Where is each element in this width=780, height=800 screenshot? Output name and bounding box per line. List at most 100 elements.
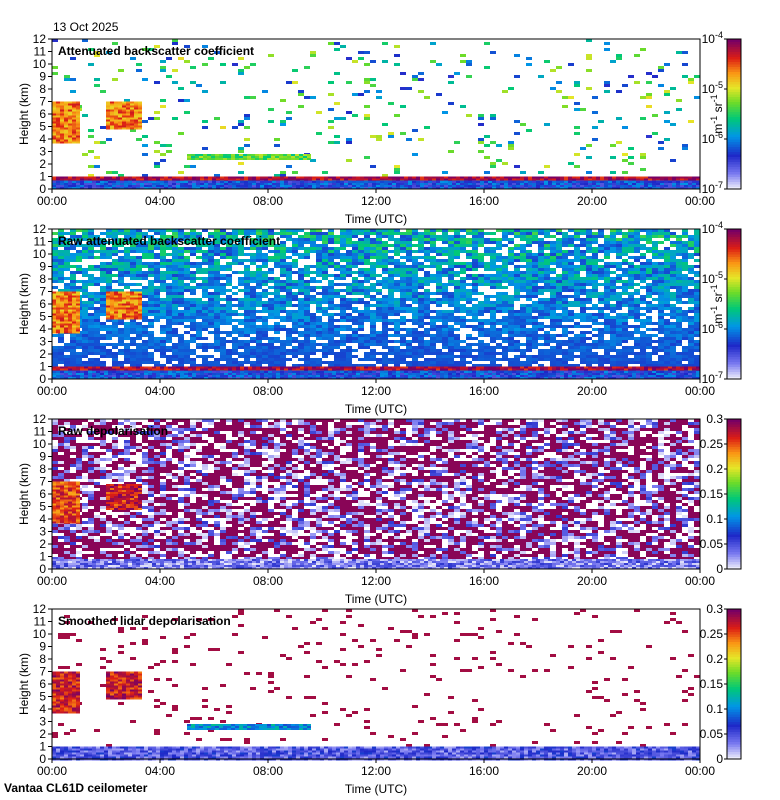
heatmap-cell — [358, 253, 364, 256]
heatmap-cell — [154, 319, 160, 322]
heatmap-cell — [484, 171, 490, 174]
heatmap-feature — [138, 105, 142, 108]
heatmap-cell — [148, 301, 154, 304]
heatmap-cell — [346, 111, 352, 114]
heatmap-feature — [552, 185, 556, 187]
heatmap-cell — [88, 331, 94, 334]
heatmap-cell — [112, 268, 118, 271]
heatmap-cell — [154, 262, 160, 265]
heatmap-feature — [64, 121, 68, 124]
heatmap-cell — [142, 286, 148, 289]
heatmap-cell — [76, 229, 82, 232]
heatmap-cell — [370, 334, 376, 337]
heatmap-feature — [126, 113, 130, 116]
heatmap-cell — [394, 238, 400, 241]
heatmap-cell — [112, 265, 118, 268]
heatmap-cell — [328, 340, 334, 343]
heatmap-cell — [334, 295, 340, 298]
heatmap-cell — [478, 256, 484, 259]
heatmap-cell — [172, 349, 178, 352]
heatmap-cell — [226, 238, 232, 241]
heatmap-cell — [238, 334, 244, 337]
heatmap-feature — [452, 187, 456, 189]
heatmap-cell — [172, 286, 178, 289]
heatmap-cell — [118, 256, 124, 259]
heatmap-cell — [148, 253, 154, 256]
heatmap-feature — [156, 178, 160, 181]
heatmap-feature — [156, 181, 160, 183]
heatmap-cell — [352, 93, 358, 96]
heatmap-cell — [442, 346, 448, 349]
heatmap-feature — [124, 181, 128, 183]
heatmap-cell — [466, 352, 472, 355]
heatmap-feature — [404, 181, 408, 183]
heatmap-cell — [184, 307, 190, 310]
heatmap-feature — [68, 187, 72, 189]
heatmap-cell — [94, 358, 100, 361]
heatmap-feature — [452, 176, 456, 179]
heatmap-cell — [412, 289, 418, 292]
heatmap-cell — [370, 78, 376, 81]
heatmap-cell — [418, 364, 424, 367]
heatmap-cell — [298, 274, 304, 277]
heatmap-cell — [214, 301, 220, 304]
heatmap-feature — [126, 101, 130, 104]
heatmap-feature — [492, 181, 496, 183]
heatmap-feature — [291, 154, 295, 156]
heatmap-cell — [160, 259, 166, 262]
heatmap-cell — [526, 63, 532, 66]
heatmap-feature — [572, 187, 576, 189]
heatmap-cell — [208, 361, 214, 364]
heatmap-cell — [232, 352, 238, 355]
heatmap-cell — [358, 358, 364, 361]
heatmap-feature — [106, 125, 110, 128]
heatmap-cell — [214, 277, 220, 280]
heatmap-feature — [56, 125, 60, 128]
heatmap-cell — [394, 334, 400, 337]
heatmap-feature — [580, 176, 584, 179]
heatmap-feature — [232, 187, 236, 189]
heatmap-cell — [514, 132, 520, 135]
heatmap-feature — [576, 187, 580, 189]
heatmap-cell — [286, 310, 292, 313]
heatmap-cell — [454, 334, 460, 337]
heatmap-feature — [122, 115, 126, 118]
heatmap-feature — [184, 185, 188, 187]
heatmap-cell — [370, 298, 376, 301]
heatmap-cell — [52, 265, 58, 268]
heatmap-cell — [88, 283, 94, 286]
heatmap-feature — [260, 181, 264, 183]
heatmap-feature — [508, 178, 512, 181]
heatmap-cell — [364, 78, 370, 81]
heatmap-feature — [72, 109, 76, 112]
heatmap-cell — [418, 322, 424, 325]
heatmap-feature — [68, 185, 72, 187]
heatmap-feature — [368, 181, 372, 183]
heatmap-cell — [358, 93, 364, 96]
heatmap-cell — [466, 355, 472, 358]
heatmap-cell — [196, 265, 202, 268]
heatmap-cell — [316, 274, 322, 277]
heatmap-cell — [250, 352, 256, 355]
heatmap-cell — [208, 277, 214, 280]
heatmap-cell — [328, 334, 334, 337]
heatmap-feature — [72, 133, 76, 136]
heatmap-cell — [364, 364, 370, 367]
heatmap-cell — [118, 274, 124, 277]
heatmap-feature — [276, 178, 280, 181]
heatmap-cell — [214, 280, 220, 283]
heatmap-cell — [52, 262, 58, 265]
heatmap-feature — [256, 176, 260, 179]
heatmap-cell — [406, 259, 412, 262]
heatmap-cell — [94, 283, 100, 286]
heatmap-feature — [656, 183, 660, 185]
heatmap-cell — [328, 325, 334, 328]
heatmap-feature — [216, 187, 220, 189]
heatmap-feature — [576, 176, 580, 179]
heatmap-cell — [352, 328, 358, 331]
heatmap-feature — [652, 183, 656, 185]
heatmap-cell — [94, 316, 100, 319]
heatmap-feature — [56, 107, 60, 110]
heatmap-feature — [608, 187, 612, 189]
heatmap-feature — [476, 183, 480, 185]
